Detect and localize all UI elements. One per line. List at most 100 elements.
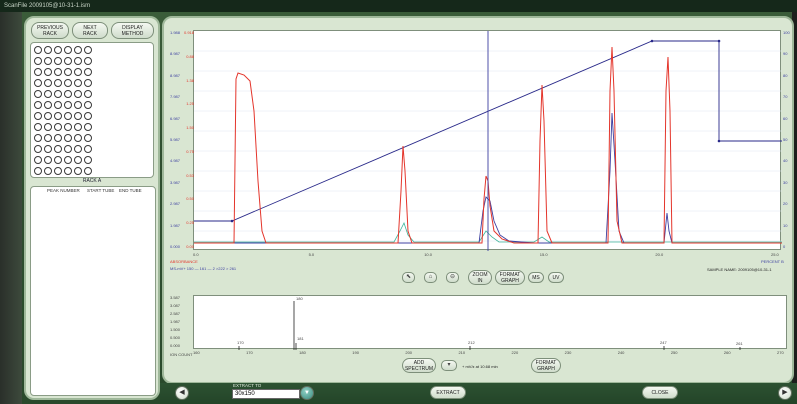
rack-well[interactable] <box>64 90 72 98</box>
rack-well[interactable] <box>54 167 62 175</box>
rack-well[interactable] <box>84 101 92 109</box>
ms-toggle-button[interactable]: MS <box>528 272 544 283</box>
desktop-edge-left <box>0 12 22 404</box>
rack-well[interactable] <box>64 79 72 87</box>
rack-well[interactable] <box>34 90 42 98</box>
rack-well[interactable] <box>34 134 42 142</box>
rack-well[interactable] <box>34 46 42 54</box>
format-graph-button[interactable]: FORMAT GRAPH <box>495 270 525 285</box>
display-method-button[interactable]: DISPLAY METHOD <box>111 22 154 39</box>
rack-well[interactable] <box>74 101 82 109</box>
rack-well[interactable] <box>34 145 42 153</box>
close-button[interactable]: CLOSE <box>642 386 678 399</box>
rack-well[interactable] <box>44 57 52 65</box>
add-spectrum-button[interactable]: ADD SPECTRUM <box>402 358 436 373</box>
rack-well[interactable] <box>64 46 72 54</box>
rack-well[interactable] <box>84 145 92 153</box>
previous-rack-button[interactable]: PREVIOUS RACK <box>31 22 69 39</box>
rack-well[interactable] <box>84 123 92 131</box>
rack-well[interactable] <box>84 156 92 164</box>
rack-well[interactable] <box>84 57 92 65</box>
rack-well[interactable] <box>64 57 72 65</box>
rack-well[interactable] <box>74 134 82 142</box>
rack-well[interactable] <box>34 123 42 131</box>
rack-well[interactable] <box>44 167 52 175</box>
rack-well[interactable] <box>74 68 82 76</box>
rack-well[interactable] <box>84 68 92 76</box>
rack-well[interactable] <box>64 156 72 164</box>
spectrum-format-graph-button[interactable]: FORMAT GRAPH <box>531 358 561 373</box>
rack-well[interactable] <box>64 134 72 142</box>
rack-well[interactable] <box>74 79 82 87</box>
rack-well[interactable] <box>44 90 52 98</box>
spectrum-x-axis: 160 170 180 190 200 210 220 230 240 250 260 270 <box>193 350 787 357</box>
rack-well[interactable] <box>54 112 62 120</box>
chromatogram-plot[interactable] <box>193 30 782 251</box>
rack-well[interactable] <box>74 90 82 98</box>
rack-well[interactable] <box>34 79 42 87</box>
peak-label-170: 170 <box>237 340 244 345</box>
zoom-in-button[interactable]: ZOOM IN <box>468 270 492 285</box>
rack-well[interactable] <box>84 134 92 142</box>
extract-dropdown-button[interactable]: ▼ <box>300 386 314 400</box>
cursor-tool-button[interactable]: ⬉ <box>402 272 415 283</box>
rack-well[interactable] <box>44 68 52 76</box>
rack-well[interactable] <box>44 156 52 164</box>
rack-well[interactable] <box>34 101 42 109</box>
rack-well[interactable] <box>54 145 62 153</box>
rack-well[interactable] <box>84 167 92 175</box>
rack-well[interactable] <box>54 123 62 131</box>
rack-well[interactable] <box>34 57 42 65</box>
zoom-out-button[interactable]: ⊖ <box>446 272 459 283</box>
rack-well[interactable] <box>64 145 72 153</box>
rack-well[interactable] <box>64 101 72 109</box>
rack-well[interactable] <box>44 123 52 131</box>
rack-well[interactable] <box>74 112 82 120</box>
peak-label-261: 261 <box>736 341 743 346</box>
rack-well[interactable] <box>54 46 62 54</box>
rack-well[interactable] <box>44 145 52 153</box>
next-arrow-button[interactable]: ▶ <box>778 386 792 400</box>
rack-well[interactable] <box>54 57 62 65</box>
rack-well[interactable] <box>74 145 82 153</box>
rack-well[interactable] <box>74 123 82 131</box>
rack-well[interactable] <box>44 134 52 142</box>
spectrum-dropdown-button[interactable]: ▾ <box>441 360 457 371</box>
next-rack-button[interactable]: NEXT RACK <box>72 22 108 39</box>
rack-well[interactable] <box>54 134 62 142</box>
spectrum-plot[interactable]: 180 170 181 212 247 261 <box>193 295 787 350</box>
rack-well[interactable] <box>64 112 72 120</box>
rack-well[interactable] <box>54 156 62 164</box>
rack-well[interactable] <box>74 156 82 164</box>
rack-well[interactable] <box>44 46 52 54</box>
rack-well[interactable] <box>54 101 62 109</box>
rack-well[interactable] <box>84 90 92 98</box>
rack-well[interactable] <box>74 167 82 175</box>
rack-well[interactable] <box>64 68 72 76</box>
rack-well[interactable] <box>44 112 52 120</box>
rack-well[interactable] <box>34 156 42 164</box>
extract-button[interactable]: EXTRACT <box>430 386 466 399</box>
home-icon: ⌂ <box>428 274 433 280</box>
rack-well[interactable] <box>34 112 42 120</box>
home-view-button[interactable]: ⌂ <box>424 272 437 283</box>
rack-well[interactable] <box>84 112 92 120</box>
extract-to-input[interactable]: 30x150 <box>232 389 300 399</box>
rack-well[interactable] <box>44 79 52 87</box>
rack-well[interactable] <box>84 46 92 54</box>
uv-toggle-button[interactable]: UV <box>548 272 564 283</box>
rack-well[interactable] <box>34 167 42 175</box>
rack-well[interactable] <box>34 68 42 76</box>
rack-well[interactable] <box>54 79 62 87</box>
rack-well[interactable] <box>54 68 62 76</box>
rack-well[interactable] <box>84 79 92 87</box>
rack-well[interactable] <box>74 46 82 54</box>
rack-well[interactable] <box>44 101 52 109</box>
rack-well[interactable] <box>74 57 82 65</box>
rack-well[interactable] <box>54 90 62 98</box>
chevron-down-icon: ▾ <box>447 362 451 368</box>
prev-arrow-button[interactable]: ◀ <box>175 386 189 400</box>
rack-well[interactable] <box>64 167 72 175</box>
rack-well[interactable] <box>64 123 72 131</box>
axis-tick-label: 25.0 <box>771 252 779 257</box>
